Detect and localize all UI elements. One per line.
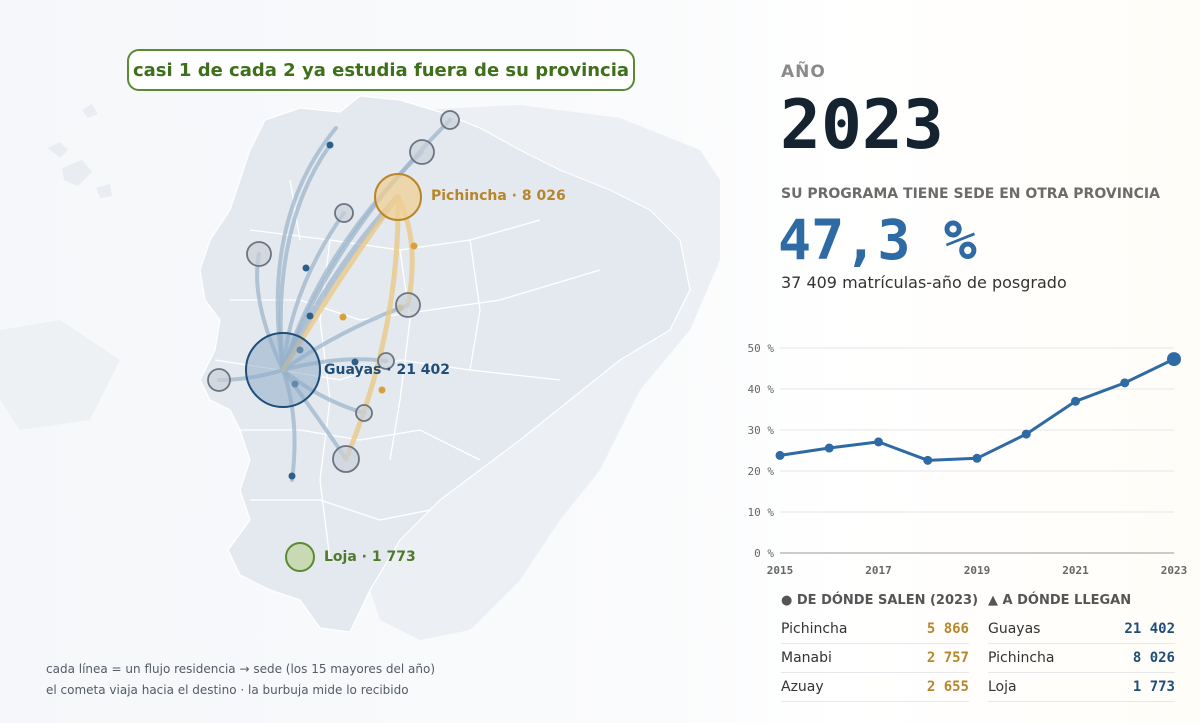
origins-title: ● DE DÓNDE SALEN (2023) — [781, 593, 979, 608]
destination-value: 21 402 — [1124, 621, 1175, 637]
small-bubble — [355, 404, 373, 422]
x-tick-label: 2019 — [964, 564, 991, 577]
flow-to-pichincha — [343, 194, 401, 462]
origin-value: 2 757 — [926, 650, 969, 666]
comet-head — [306, 312, 314, 320]
destination-row: Pichincha 8 026 — [988, 643, 1175, 673]
program-label: SU PROGRAMA TIENE SEDE EN OTRA PROVINCIA — [781, 186, 1160, 202]
series-line — [779, 357, 1175, 462]
comet-head — [302, 264, 310, 272]
comet-head — [326, 141, 334, 149]
y-tick-label: 10 % — [748, 506, 775, 519]
enrollments-text: 37 409 matrículas-año de posgrado — [781, 273, 1067, 292]
comet-head — [378, 386, 386, 394]
bubbles — [207, 110, 460, 572]
origin-row: Pichincha 5 866 — [781, 614, 969, 644]
comet-head — [288, 472, 296, 480]
comet-head — [351, 358, 359, 366]
destination-row: Loja 1 773 — [988, 672, 1175, 702]
percent-value: 47,3 % — [778, 208, 977, 272]
loja-label: Loja · 1 773 — [324, 549, 416, 565]
small-bubble — [377, 352, 395, 370]
comet-head — [410, 242, 418, 250]
y-tick-label: 50 % — [748, 342, 775, 355]
y-tick-label: 20 % — [748, 465, 775, 478]
y-tick-label: 0 % — [754, 547, 774, 560]
map-notes: cada línea = un flujo residencia → sede … — [46, 659, 435, 701]
destination-row: Guayas 21 402 — [988, 614, 1175, 644]
data-point — [824, 443, 834, 453]
origin-name: Pichincha — [781, 621, 848, 637]
ecuador-flow-map — [0, 95, 720, 640]
trend-line-chart: 0 % 10 % 20 % 30 % 40 % 50 % 2015 2017 2019 2021 2… — [748, 342, 1188, 577]
loja-bubble — [285, 542, 315, 572]
note-line-1: cada línea = un flujo residencia → sede … — [46, 662, 436, 676]
data-point — [874, 437, 883, 447]
data-point — [775, 450, 785, 460]
data-point — [1167, 352, 1181, 367]
small-bubble — [409, 139, 435, 165]
x-tick-label: 2021 — [1062, 564, 1089, 577]
small-bubble — [395, 292, 421, 318]
origin-row: Manabi 2 757 — [781, 643, 969, 673]
small-bubble — [334, 203, 354, 223]
small-bubble — [332, 445, 360, 473]
origin-name: Manabi — [781, 650, 832, 666]
note-line-2: el cometa viaja hacia el destino · la bu… — [46, 683, 409, 697]
guayas-label: Guayas · 21 402 — [324, 362, 451, 378]
destination-name: Loja — [988, 679, 1017, 695]
data-point — [1021, 429, 1031, 439]
year-value: 2023 — [780, 86, 944, 165]
destination-value: 1 773 — [1132, 679, 1175, 695]
y-tick-label: 40 % — [748, 383, 775, 396]
x-tick-label: 2023 — [1161, 564, 1188, 577]
x-tick-label: 2015 — [767, 564, 794, 577]
comet-head — [339, 313, 347, 321]
pichincha-label: Pichincha · 8 026 — [431, 188, 566, 204]
destination-value: 8 026 — [1132, 650, 1175, 666]
destinations-title: ▲ A DÓNDE LLEGAN — [988, 593, 1132, 608]
data-point — [923, 455, 933, 465]
destination-name: Guayas — [988, 621, 1041, 637]
x-tick-label: 2017 — [865, 564, 892, 577]
data-point — [1071, 396, 1080, 406]
y-tick-label: 30 % — [748, 424, 775, 437]
destination-name: Pichincha — [988, 650, 1055, 666]
pichincha-bubble — [374, 173, 422, 221]
year-label: AÑO — [781, 62, 826, 82]
small-bubble — [440, 110, 460, 130]
guayas-bubble — [245, 332, 321, 408]
small-bubble — [246, 241, 272, 267]
data-point — [1120, 378, 1130, 388]
origin-row: Azuay 2 655 — [781, 672, 969, 702]
small-bubble — [207, 368, 231, 392]
land-shapes — [0, 95, 720, 640]
origin-value: 5 866 — [926, 621, 969, 637]
origin-value: 2 655 — [926, 679, 969, 695]
headline-banner: casi 1 de cada 2 ya estudia fuera de su … — [127, 49, 635, 91]
origin-name: Azuay — [781, 679, 824, 695]
data-point — [972, 453, 982, 463]
